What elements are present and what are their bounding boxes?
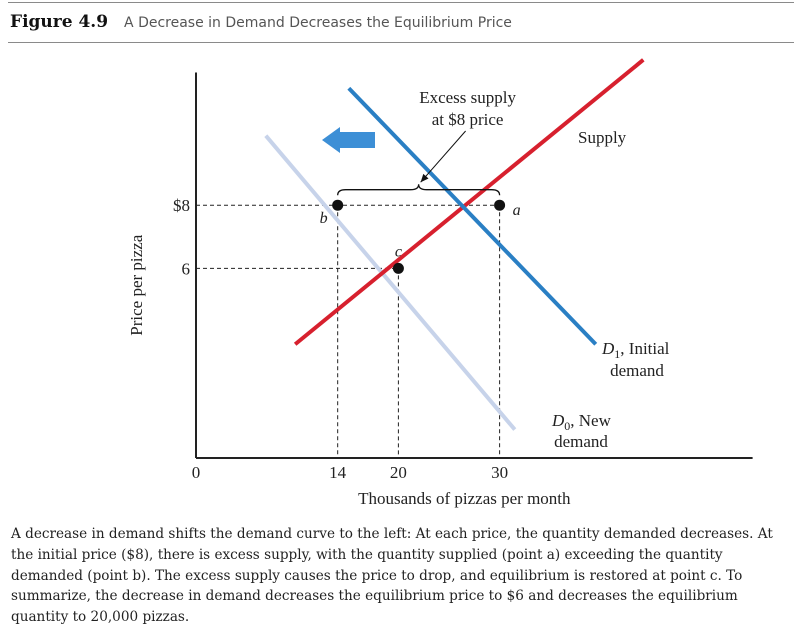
x-tick-label: 14 bbox=[329, 463, 347, 482]
d1-curve-label-line2: demand bbox=[610, 361, 664, 380]
excess-supply-label: Excess supply bbox=[419, 88, 516, 107]
point-a bbox=[494, 199, 506, 211]
excess-supply-pointer bbox=[420, 130, 466, 183]
curve-d0 bbox=[264, 134, 517, 431]
figure-caption: A decrease in demand shifts the demand c… bbox=[11, 524, 791, 628]
d0-curve-label-line2: demand bbox=[554, 432, 608, 451]
excess-supply-pointer-head bbox=[420, 173, 429, 183]
point-c bbox=[392, 262, 404, 274]
figure-title: A Decrease in Demand Decreases the Equil… bbox=[124, 15, 512, 31]
top-rule bbox=[8, 2, 794, 3]
d1-curve-label: D1, Initial bbox=[601, 339, 670, 361]
x-tick-label: 30 bbox=[491, 463, 508, 482]
point-label-c: c bbox=[395, 243, 402, 260]
d0-curve-label: D0, New bbox=[551, 411, 612, 433]
x-tick-label: 0 bbox=[192, 463, 201, 482]
y-axis-title: Price per pizza bbox=[127, 234, 146, 335]
x-axis-title: Thousands of pizzas per month bbox=[358, 489, 571, 508]
y-tick-label: 6 bbox=[182, 259, 191, 278]
x-tick-label: 20 bbox=[390, 463, 407, 482]
excess-supply-brace bbox=[337, 184, 501, 196]
demand-shift-arrow bbox=[322, 127, 375, 153]
figure-number: Figure 4.9 bbox=[10, 12, 109, 32]
supply-curve-label: Supply bbox=[578, 128, 627, 147]
curve-supply bbox=[293, 58, 645, 346]
y-tick-label: $8 bbox=[173, 196, 190, 215]
point-label-a: a bbox=[513, 202, 521, 219]
point-b bbox=[332, 199, 344, 211]
figure-header: Figure 4.9 A Decrease in Demand Decrease… bbox=[10, 12, 512, 36]
supply-demand-chart: 0 14 20 30 $8 6 Thousands of pizzas per month P… bbox=[127, 58, 753, 508]
curve-d1 bbox=[347, 86, 598, 346]
excess-supply-price-label: at $8 price bbox=[432, 110, 504, 129]
header-rule bbox=[8, 42, 794, 43]
point-label-b: b bbox=[320, 210, 328, 227]
caption-text: A decrease in demand shifts the demand c… bbox=[11, 526, 773, 626]
